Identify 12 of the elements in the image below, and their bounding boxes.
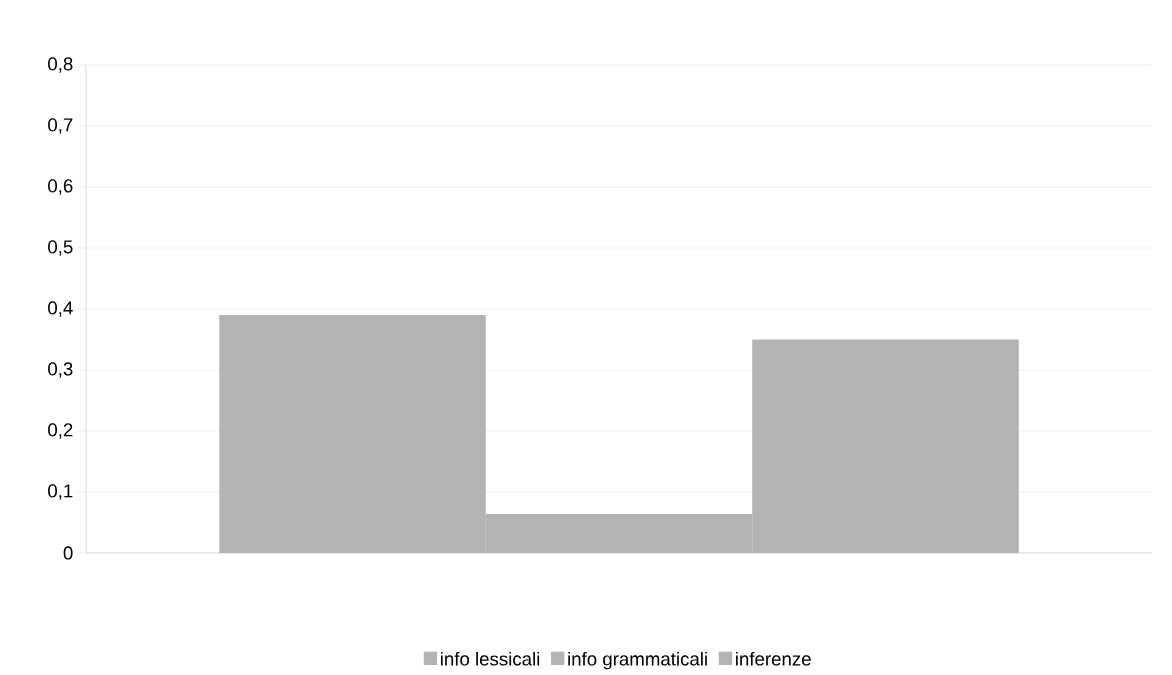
y-tick-label: 0,6 <box>48 179 73 195</box>
legend-label: info grammaticali <box>568 651 707 670</box>
y-tick-label: 0 <box>63 546 73 560</box>
y-tick-label: 0,7 <box>48 118 73 134</box>
y-tick-label: 0,4 <box>48 301 73 317</box>
y-tick-label: 0,1 <box>48 484 73 500</box>
y-tick-label: 0,5 <box>48 240 73 256</box>
y-tick-label: 0,3 <box>48 362 73 378</box>
y-tick-label: 0,2 <box>48 423 73 439</box>
y-tick-label: 0,8 <box>48 57 73 73</box>
legend-label: info lessicali <box>441 651 540 666</box>
legend-label: inferenze <box>736 651 811 666</box>
